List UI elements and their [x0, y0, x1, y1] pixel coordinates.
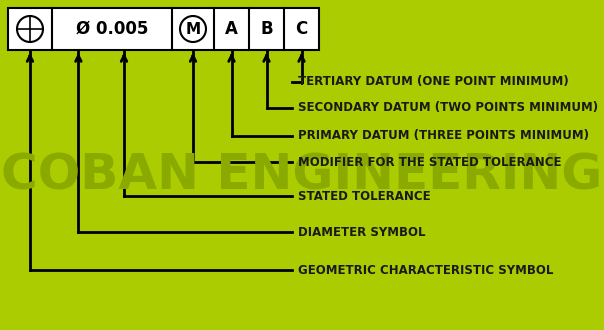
Text: M: M	[185, 21, 201, 37]
Text: COBAN ENGINEERING: COBAN ENGINEERING	[1, 151, 603, 199]
Text: PRIMARY DATUM (THREE POINTS MINIMUM): PRIMARY DATUM (THREE POINTS MINIMUM)	[298, 129, 589, 143]
Bar	[8, 8, 319, 50]
Text: B: B	[260, 20, 273, 38]
Text: A: A	[225, 20, 238, 38]
Text: GEOMETRIC CHARACTERISTIC SYMBOL: GEOMETRIC CHARACTERISTIC SYMBOL	[298, 263, 553, 277]
Text: STATED TOLERANCE: STATED TOLERANCE	[298, 189, 431, 203]
Text: Ø 0.005: Ø 0.005	[76, 20, 148, 38]
Text: MODIFIER FOR THE STATED TOLERANCE: MODIFIER FOR THE STATED TOLERANCE	[298, 155, 562, 169]
Text: SECONDARY DATUM (TWO POINTS MINIMUM): SECONDARY DATUM (TWO POINTS MINIMUM)	[298, 102, 598, 115]
Text: C: C	[295, 20, 307, 38]
Text: TERTIARY DATUM (ONE POINT MINIMUM): TERTIARY DATUM (ONE POINT MINIMUM)	[298, 76, 569, 88]
Text: DIAMETER SYMBOL: DIAMETER SYMBOL	[298, 225, 425, 239]
